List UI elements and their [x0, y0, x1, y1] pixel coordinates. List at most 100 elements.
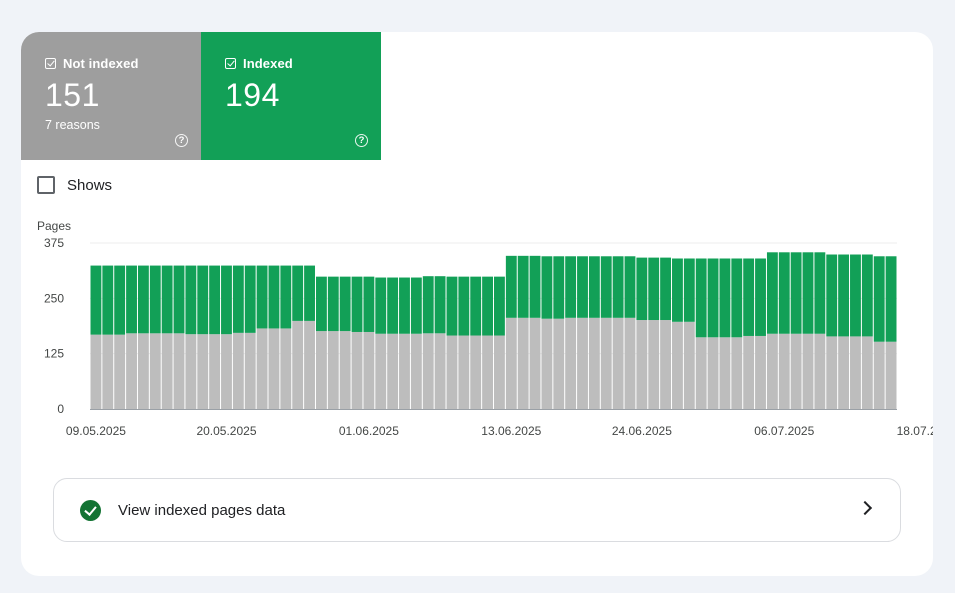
bar-indexed: [268, 265, 280, 329]
bar-indexed: [446, 276, 458, 336]
bar-indexed: [553, 256, 565, 319]
y-axis-title: Pages: [37, 219, 71, 233]
bar-indexed: [209, 265, 221, 335]
bar-not-indexed: [304, 320, 315, 409]
bar-not-indexed: [648, 320, 660, 409]
not-indexed-label: Not indexed: [63, 56, 139, 71]
bar-not-indexed: [577, 317, 588, 409]
bar-indexed: [755, 258, 766, 336]
bar-not-indexed: [731, 337, 743, 409]
bar-not-indexed: [410, 333, 422, 409]
bar-indexed: [672, 258, 683, 322]
bar-not-indexed: [434, 333, 446, 409]
bar-not-indexed: [873, 341, 885, 409]
check-circle-icon: [80, 499, 101, 521]
bar-not-indexed: [660, 320, 672, 409]
not-indexed-header: Not indexed: [45, 56, 201, 71]
shows-label: Shows: [67, 176, 113, 194]
view-indexed-pages-button[interactable]: View indexed pages data: [53, 478, 901, 542]
bar-indexed: [232, 265, 244, 333]
bar-not-indexed: [197, 334, 209, 409]
y-tick-label: 0: [57, 402, 64, 416]
bar-not-indexed: [232, 332, 244, 409]
bar-indexed: [790, 252, 802, 334]
bar-indexed: [814, 252, 826, 334]
bar-not-indexed: [280, 328, 292, 409]
shows-toggle[interactable]: Shows: [37, 176, 112, 194]
bar-not-indexed: [292, 320, 304, 409]
bar-indexed: [541, 256, 553, 319]
bar-indexed: [161, 265, 173, 334]
checkbox-checked-icon[interactable]: [45, 58, 56, 69]
bar-indexed: [304, 265, 315, 321]
bar-indexed: [588, 256, 600, 318]
bar-indexed: [850, 254, 861, 337]
bar-indexed: [280, 265, 292, 329]
bar-not-indexed: [161, 333, 173, 409]
bar-indexed: [743, 258, 755, 336]
checkbox-checked-icon[interactable]: [225, 58, 236, 69]
bar-not-indexed: [861, 336, 873, 409]
help-icon[interactable]: ?: [355, 134, 368, 147]
indexed-header: Indexed: [225, 56, 381, 71]
bar-indexed: [470, 276, 482, 336]
bar-not-indexed: [339, 331, 351, 409]
bar-not-indexed: [126, 333, 137, 409]
bar-not-indexed: [790, 333, 802, 409]
x-tick-label: 06.07.2025: [754, 424, 814, 438]
bar-not-indexed: [387, 333, 399, 409]
bar-not-indexed: [541, 318, 553, 409]
indexed-tile[interactable]: Indexed 194 ?: [201, 32, 381, 160]
bar-not-indexed: [149, 333, 161, 409]
checkbox-unchecked-icon[interactable]: [37, 176, 55, 194]
bar-not-indexed: [482, 335, 493, 409]
bar-indexed: [339, 276, 351, 332]
bar-indexed: [244, 265, 256, 333]
bar-not-indexed: [137, 333, 149, 409]
bar-indexed: [137, 265, 149, 334]
bar-not-indexed: [315, 331, 327, 409]
bar-indexed: [102, 265, 114, 335]
bar-indexed: [90, 265, 102, 335]
bar-indexed: [399, 277, 410, 334]
help-icon[interactable]: ?: [175, 134, 188, 147]
bar-not-indexed: [102, 334, 114, 409]
bar-not-indexed: [90, 334, 102, 409]
bar-indexed: [482, 276, 493, 336]
not-indexed-tile[interactable]: Not indexed 151 7 reasons ?: [21, 32, 201, 160]
bar-indexed: [565, 256, 577, 318]
bar-indexed: [600, 256, 612, 318]
bar-indexed: [648, 257, 660, 321]
bar-not-indexed: [114, 334, 126, 409]
bar-indexed: [149, 265, 161, 334]
indexing-report-card: Not indexed 151 7 reasons ? Indexed 194 …: [21, 32, 933, 576]
bar-indexed: [256, 265, 268, 329]
bar-not-indexed: [446, 335, 458, 409]
bar-not-indexed: [636, 320, 648, 409]
view-indexed-pages-label: View indexed pages data: [118, 501, 286, 519]
bar-not-indexed: [494, 335, 505, 409]
bar-not-indexed: [565, 317, 577, 409]
indexed-label: Indexed: [243, 56, 293, 71]
bar-indexed: [766, 252, 778, 334]
bar-indexed: [826, 254, 838, 337]
bar-indexed: [885, 256, 897, 342]
bar-indexed: [731, 258, 743, 338]
bar-indexed: [434, 276, 446, 334]
bar-not-indexed: [256, 328, 268, 409]
bar-indexed: [351, 276, 363, 332]
bar-not-indexed: [838, 336, 850, 409]
bar-indexed: [315, 276, 327, 332]
bar-indexed: [185, 265, 197, 335]
bar-indexed: [292, 265, 304, 321]
indexed-count: 194: [225, 77, 280, 113]
bar-not-indexed: [505, 317, 517, 409]
bar-indexed: [683, 258, 695, 322]
not-indexed-count: 151: [45, 77, 100, 113]
bar-not-indexed: [814, 333, 826, 409]
bar-indexed: [494, 276, 505, 336]
bar-not-indexed: [743, 335, 755, 409]
bar-not-indexed: [399, 333, 410, 409]
bar-indexed: [695, 258, 707, 338]
bar-not-indexed: [268, 328, 280, 409]
